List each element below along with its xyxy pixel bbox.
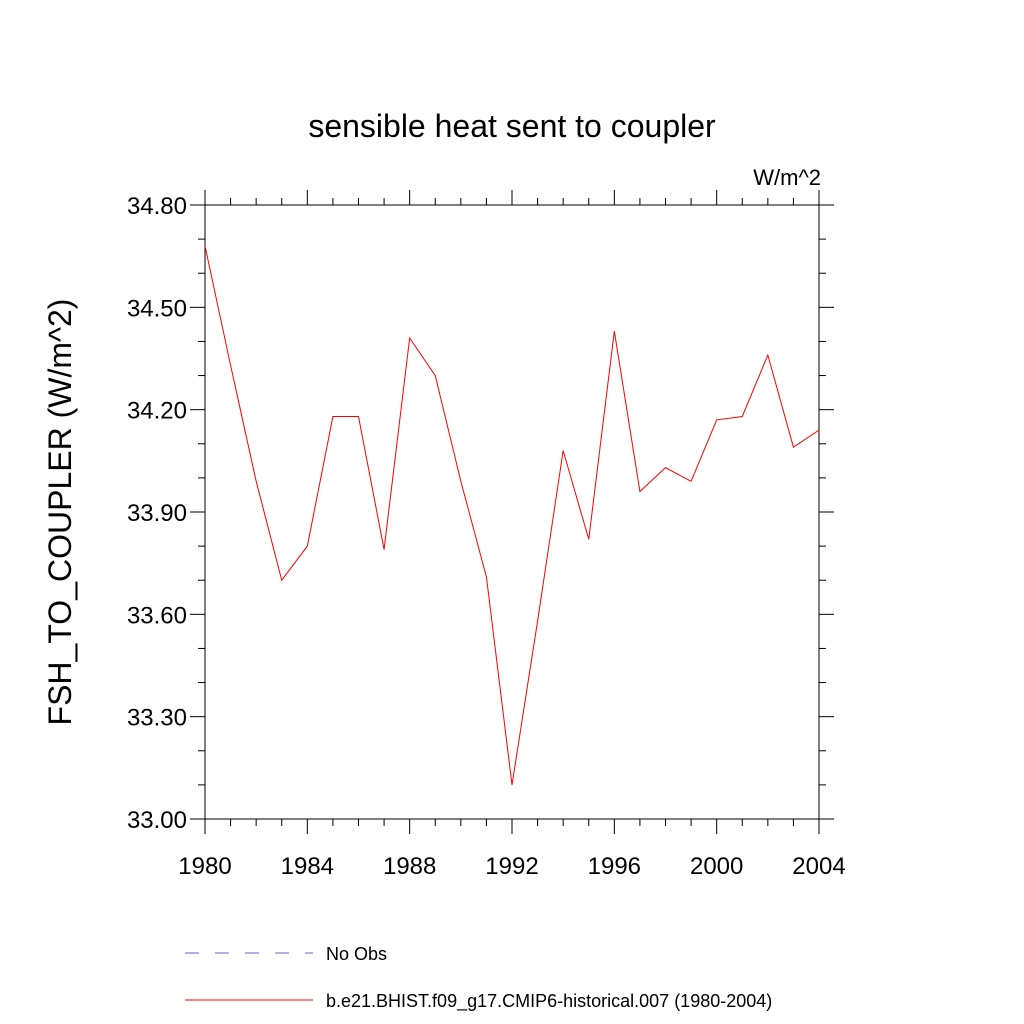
y-tick-label: 33.00 xyxy=(127,807,187,834)
x-tick-label: 1988 xyxy=(383,853,436,880)
series-layer xyxy=(204,245,820,785)
y-tick-label: 34.20 xyxy=(127,398,187,425)
chart-title: sensible heat sent to coupler xyxy=(308,108,716,144)
y-axis-label: FSH_TO_COUPLER (W/m^2) xyxy=(42,299,78,726)
x-tick-label: 1996 xyxy=(588,853,641,880)
x-tick-label: 1984 xyxy=(281,853,334,880)
y-tick-label: 34.80 xyxy=(127,193,187,220)
y-tick-label: 33.60 xyxy=(127,602,187,629)
y-tick-label: 34.50 xyxy=(127,295,187,322)
x-tick-labels: 1980 1984 1988 1992 1996 2000 2004 xyxy=(178,853,845,880)
x-tick-label: 1980 xyxy=(178,853,231,880)
y-tick-label: 33.30 xyxy=(127,705,187,732)
y-tick-label: 33.90 xyxy=(127,500,187,527)
x-tick-label: 2004 xyxy=(792,853,845,880)
x-tick-label: 2000 xyxy=(690,853,743,880)
legend-label: b.e21.BHIST.f09_g17.CMIP6-historical.007… xyxy=(326,991,772,1012)
plot-frame xyxy=(204,204,820,820)
legend-label: No Obs xyxy=(326,944,387,964)
y-tick-labels: 33.00 33.30 33.60 33.90 34.20 34.50 34.80 xyxy=(127,193,187,834)
axis-ticks xyxy=(190,190,834,834)
x-tick-label: 1992 xyxy=(485,853,538,880)
series-line-1 xyxy=(204,245,820,785)
units-label: W/m^2 xyxy=(753,165,821,190)
legend: No Obs b.e21.BHIST.f09_g17.CMIP6-historic… xyxy=(185,944,772,1012)
